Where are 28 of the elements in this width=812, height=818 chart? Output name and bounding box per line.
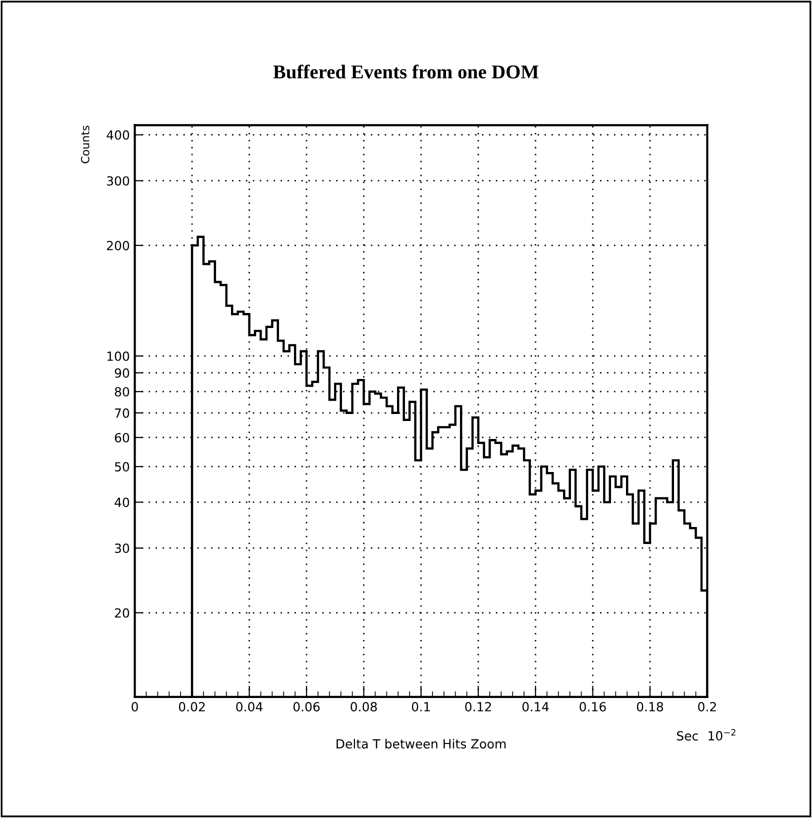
y-tick-label: 100	[107, 351, 130, 361]
x-tick-label: 0.2	[698, 702, 716, 712]
x-tick-label: 0.12	[465, 702, 491, 712]
x-tick-label: 0	[132, 702, 138, 712]
y-tick-label: 80	[114, 387, 130, 397]
x-tick-label: 0.14	[522, 702, 549, 712]
x-tick-label: 0.06	[293, 702, 320, 712]
text: 10$^{−2}$	[708, 729, 736, 740]
y-tick-label: 90	[114, 368, 130, 378]
x-axis-title: Delta T between Hits Zoom	[336, 738, 506, 749]
y-tick-label: 300	[107, 176, 130, 186]
x-tick-label: 0.02	[178, 702, 205, 712]
y-axis-title: Counts	[80, 126, 90, 164]
y-tick-label: 30	[114, 544, 130, 553]
text: Sec	[676, 731, 698, 741]
x-tick-label: 0.04	[236, 702, 262, 712]
x-tick-label: 0.08	[350, 702, 377, 712]
x-tick-label: 0.16	[580, 702, 606, 712]
x-tick-label: 0.1	[412, 702, 430, 712]
y-tick-label: 50	[114, 462, 130, 472]
y-tick-label: 40	[114, 498, 130, 508]
x-tick-label: 0.18	[636, 702, 664, 712]
y-tick-label: 70	[115, 408, 130, 418]
y-tick-label: 60	[114, 432, 130, 442]
chart-title: Buffered Events from one DOM	[273, 64, 538, 79]
y-tick-label: 200	[106, 240, 130, 250]
y-tick-label: 20	[114, 608, 130, 618]
y-tick-label: 400	[106, 130, 130, 140]
